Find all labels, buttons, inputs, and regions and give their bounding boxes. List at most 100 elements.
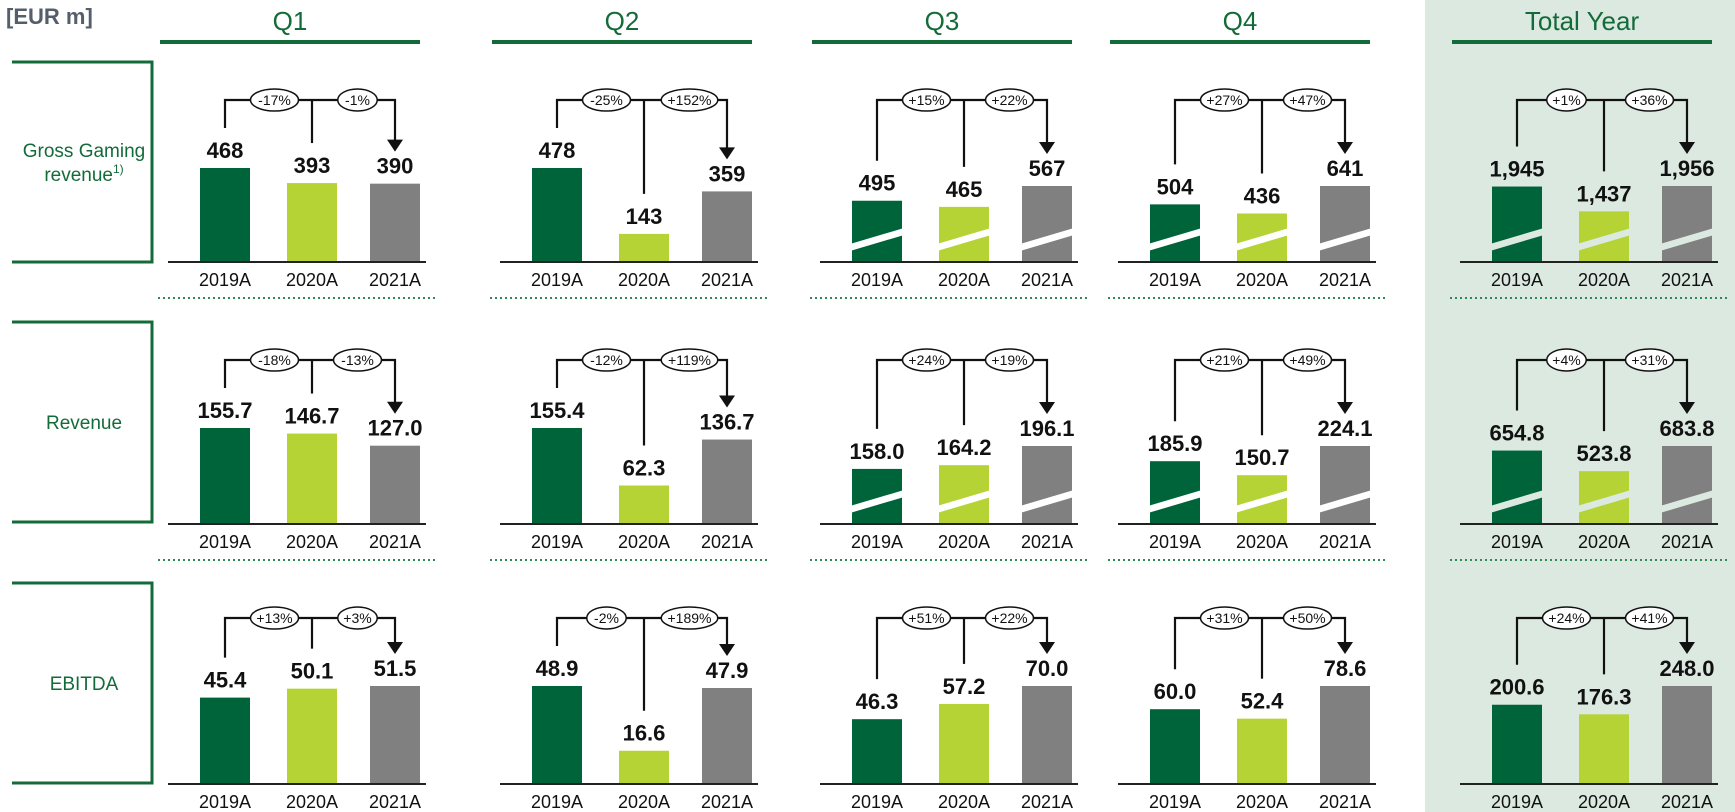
change-bracket: [223, 616, 397, 658]
change-arrow-head: [719, 147, 735, 160]
value-label: 224.1: [1317, 416, 1372, 441]
tick-label: 2020A: [1578, 532, 1630, 552]
tick-label: 2019A: [1491, 270, 1543, 290]
value-label: 60.0: [1154, 679, 1197, 704]
change-label: +41%: [1631, 610, 1667, 626]
tick-label: 2019A: [199, 532, 251, 552]
change-label: -2%: [594, 610, 619, 626]
value-label: 1,437: [1576, 181, 1631, 206]
axis-break-marker: [1490, 490, 1544, 513]
change-label: -25%: [590, 92, 623, 108]
panel-ebitda-q1: 45.4 2019A 50.1 2020A 51.5 2021A +13% +3%: [168, 606, 426, 812]
change-pill: [332, 348, 383, 372]
change-pill: [660, 88, 719, 112]
bar-2020a: [287, 183, 337, 262]
bar-2019a: [200, 168, 250, 262]
change-pill: [901, 606, 952, 630]
value-label: 683.8: [1659, 416, 1714, 441]
axis-break-marker: [1235, 228, 1289, 251]
change-pill: [337, 88, 378, 112]
axis-break-marker: [1318, 228, 1372, 251]
change-pill: [1541, 606, 1592, 630]
tick-label: 2020A: [286, 270, 338, 290]
tick-label: 2019A: [851, 792, 903, 812]
value-label: 390: [377, 154, 414, 179]
panel-revenue-q2: 155.4 2019A 62.3 2020A 136.7 2021A -12% +119%: [490, 348, 770, 561]
bar-2021a: [1320, 186, 1370, 262]
change-pill: [249, 88, 300, 112]
tick-label: 2021A: [1319, 270, 1371, 290]
value-label: 51.5: [374, 656, 417, 681]
period-headers: Q1 Q2 Q3 Q4 Total Year: [160, 6, 1712, 44]
bar-2019a: [1492, 186, 1542, 262]
bar-2020a: [619, 750, 669, 784]
change-label: +51%: [908, 610, 944, 626]
bar-2020a: [287, 433, 337, 524]
axis-break-marker: [1235, 490, 1289, 513]
change-label: -18%: [258, 352, 291, 368]
change-pill: [984, 348, 1035, 372]
change-pill: [581, 88, 632, 112]
change-arrow-head: [387, 642, 403, 654]
change-pill: [984, 88, 1035, 112]
period-header-q2: Q2: [605, 6, 640, 36]
bar-2019a: [532, 686, 582, 784]
tick-label: 2021A: [701, 270, 753, 290]
panel-ebitda-q4: 60.0 2019A 52.4 2020A 78.6 2021A +31% +50%: [1118, 606, 1376, 812]
axis-break-marker: [1577, 228, 1631, 251]
change-arrow-head: [719, 395, 735, 408]
value-label: 146.7: [284, 404, 339, 429]
change-pill: [1282, 606, 1333, 630]
value-label: 567: [1029, 156, 1066, 181]
value-label: 504: [1157, 174, 1194, 199]
value-label: 468: [207, 138, 244, 163]
value-label: 57.2: [943, 674, 986, 699]
change-pill: [1199, 88, 1250, 112]
axis-break-marker: [1148, 228, 1202, 251]
tick-label: 2020A: [618, 792, 670, 812]
tick-label: 2020A: [938, 792, 990, 812]
change-label: -12%: [590, 352, 623, 368]
change-label: +47%: [1289, 92, 1325, 108]
change-label: +3%: [343, 610, 371, 626]
change-label: +19%: [991, 352, 1027, 368]
change-pill: [1282, 88, 1333, 112]
tick-label: 2019A: [1149, 792, 1201, 812]
bar-2020a: [1579, 714, 1629, 784]
bar-2019a: [1492, 450, 1542, 524]
tick-label: 2021A: [1661, 792, 1713, 812]
value-label: 62.3: [623, 456, 666, 481]
change-pill: [337, 606, 378, 630]
tick-label: 2021A: [1661, 270, 1713, 290]
bar-2019a: [200, 697, 250, 784]
value-label: 143: [626, 204, 663, 229]
change-arrow-head: [1679, 402, 1695, 414]
value-label: 196.1: [1019, 416, 1074, 441]
axis-break-marker: [1660, 228, 1714, 251]
value-label: 48.9: [536, 656, 579, 681]
change-label: +49%: [1289, 352, 1325, 368]
panel-revenue-total-year: 654.8 2019A 523.8 2020A 683.8 2021A +4% +31%: [1450, 348, 1730, 561]
change-label: +21%: [1206, 352, 1242, 368]
change-pill: [1199, 348, 1250, 372]
change-label: +13%: [256, 610, 292, 626]
axis-break-marker: [1148, 490, 1202, 513]
axis-break-marker: [1020, 228, 1074, 251]
value-label: 136.7: [699, 410, 754, 435]
axis-break-marker: [937, 490, 991, 513]
tick-label: 2021A: [1021, 532, 1073, 552]
value-label: 164.2: [936, 435, 991, 460]
change-arrow-head: [1039, 402, 1055, 414]
panel-gross-gaming-revenue-q2: 478 2019A 143 2020A 359 2021A -25% +152%: [490, 88, 770, 299]
change-pill: [660, 606, 719, 630]
change-label: +152%: [668, 92, 712, 108]
change-label: +189%: [668, 610, 712, 626]
change-label: +22%: [991, 610, 1027, 626]
bar-2021a: [370, 686, 420, 784]
axis-break-marker: [1577, 490, 1631, 513]
change-bracket: [1515, 358, 1689, 411]
bar-2021a: [702, 688, 752, 784]
tick-label: 2020A: [618, 270, 670, 290]
bar-2020a: [939, 703, 989, 784]
